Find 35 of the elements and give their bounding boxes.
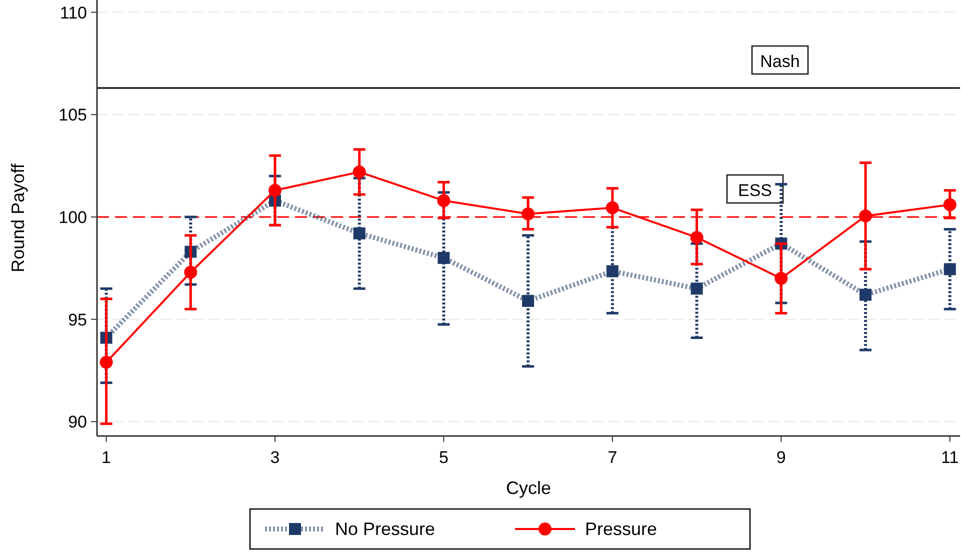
y-tick-label: 110 xyxy=(60,3,87,22)
x-axis-title: Cycle xyxy=(506,478,552,498)
y-tick-label: 90 xyxy=(68,412,87,432)
y-axis-title: Round Payoff xyxy=(8,162,28,272)
legend-label: Pressure xyxy=(585,519,658,539)
point xyxy=(860,288,872,301)
ref-line-label: ESS xyxy=(738,180,772,200)
point xyxy=(522,294,534,307)
legend-label: No Pressure xyxy=(335,519,436,539)
x-tick-label: 7 xyxy=(608,448,618,467)
point xyxy=(944,263,956,276)
point xyxy=(859,209,872,222)
point xyxy=(690,282,703,295)
point xyxy=(774,272,788,285)
point xyxy=(606,265,618,278)
point xyxy=(943,198,956,212)
x-tick-label: 9 xyxy=(776,448,786,467)
point xyxy=(606,201,619,214)
y-tick-label: 100 xyxy=(58,208,87,227)
point xyxy=(184,266,198,279)
point xyxy=(100,356,113,369)
point xyxy=(522,207,535,220)
point xyxy=(353,227,366,240)
x-tick-label: 3 xyxy=(270,448,280,467)
ref-line-label: Nash xyxy=(760,52,800,72)
x-tick-label: 11 xyxy=(941,448,959,467)
y-tick-label: 95 xyxy=(68,310,87,330)
point xyxy=(352,165,366,178)
point xyxy=(438,252,450,264)
x-tick-label: 5 xyxy=(438,448,448,467)
x-tick-label: 1 xyxy=(102,448,112,467)
y-tick-label: 105 xyxy=(58,106,87,125)
point xyxy=(268,184,282,197)
point xyxy=(437,194,450,208)
point xyxy=(690,230,704,244)
